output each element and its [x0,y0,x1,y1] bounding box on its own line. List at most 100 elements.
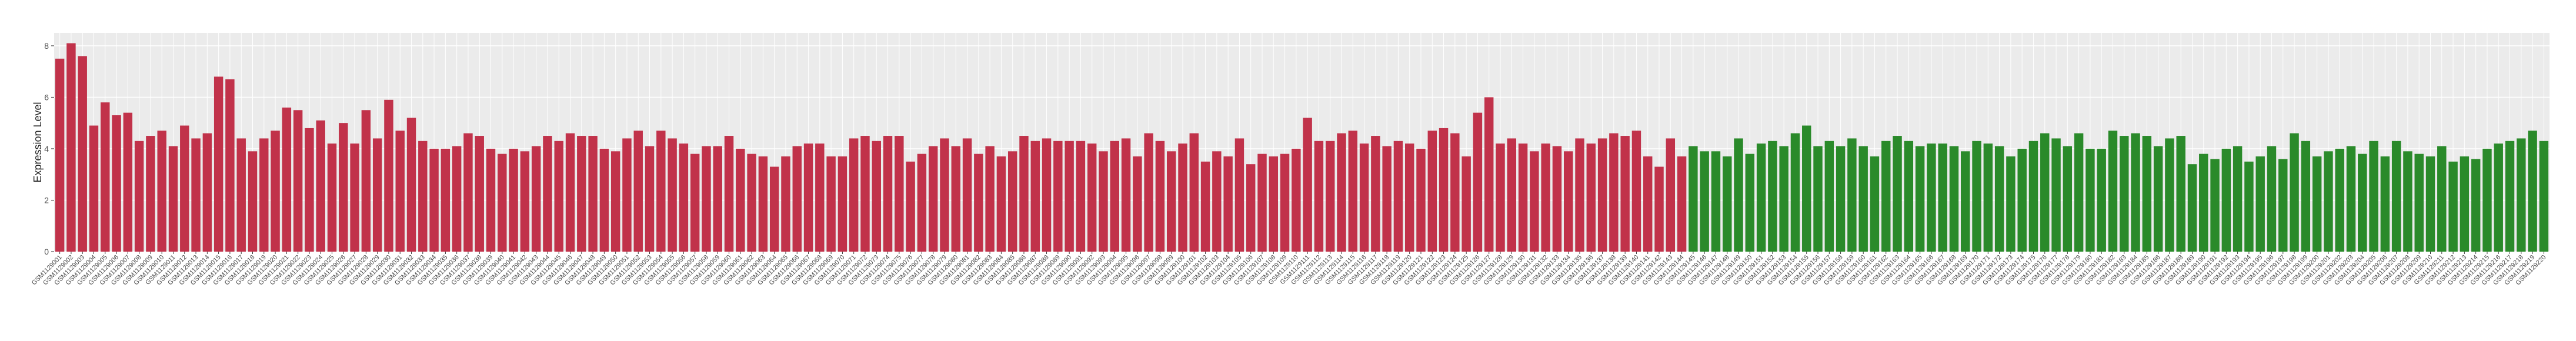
bar [1983,143,1993,252]
bar [168,146,178,252]
bar [1065,141,1074,252]
bar [213,76,223,252]
bar [883,136,893,252]
bar [1620,136,1630,252]
bar [2187,164,2197,252]
bar [531,146,541,252]
bar [1756,143,1766,252]
bar [1564,151,1573,252]
bar [2199,153,2208,252]
bar [1994,146,2004,252]
bar [1779,146,1788,252]
bar [951,146,960,252]
bar [543,136,552,252]
bar [225,79,235,252]
bar [1326,141,1335,252]
bar [1053,141,1063,252]
bar [1200,161,1210,252]
bar [2108,131,2118,252]
bar [1575,138,1584,252]
bar [463,133,473,252]
bar [645,146,655,252]
bar [429,148,439,252]
bar [452,146,462,252]
bar [690,153,700,252]
bar [180,125,189,252]
bar [1484,97,1494,252]
bar [1099,151,1108,252]
bar [282,107,292,252]
bar [2460,156,2470,252]
bar [837,156,847,252]
y-tick-label: 8 [44,41,49,51]
bar [1121,138,1131,252]
bar [554,141,563,252]
bar [656,131,666,252]
bar [940,138,949,252]
bar [1518,143,1528,252]
bar [2255,156,2265,252]
bar [2346,146,2356,252]
bar [134,141,144,252]
bar [985,146,995,252]
bar [2425,156,2435,252]
bar [2086,148,2095,252]
bar [769,166,779,252]
bar [860,136,870,252]
bar [2380,156,2390,252]
bar [2244,161,2254,252]
bar [1246,164,1256,252]
bar [1405,143,1414,252]
bar [1858,146,1868,252]
bar [928,146,938,252]
bar [1507,138,1517,252]
bar [895,136,904,252]
bar [1234,138,1244,252]
bar [1949,146,1959,252]
bar [2312,156,2322,252]
bar [395,131,405,252]
bar [826,156,836,252]
bar [2414,153,2424,252]
bar [2539,141,2549,252]
bar [486,148,496,252]
bar [406,118,416,252]
bar [1881,141,1891,252]
bar [565,133,575,252]
bar [1972,141,1981,252]
bar [974,153,983,252]
bar [2301,141,2311,252]
bar [610,151,620,252]
bar [792,146,802,252]
bar [112,115,121,252]
bar [1166,151,1176,252]
bar [2278,159,2288,252]
bar [2165,138,2174,252]
bar [599,148,609,252]
bar [668,138,677,252]
bar [1427,131,1437,252]
bar [2358,153,2367,252]
bar [1700,151,1709,252]
bar [1631,131,1641,252]
bar [1076,141,1086,252]
bar [747,153,756,252]
bar [713,146,722,252]
bar [1666,138,1676,252]
bar [1371,136,1380,252]
bar [2267,146,2277,252]
bar [372,138,382,252]
bar [327,143,337,252]
y-tick-label: 6 [44,92,49,102]
y-tick-label: 0 [44,247,49,256]
bar [679,143,689,252]
bar [962,138,972,252]
bar [271,131,280,252]
bar [55,58,65,252]
bar [2063,146,2073,252]
bar [202,133,212,252]
bar [1019,136,1029,252]
bar [2517,138,2526,252]
bar [2051,138,2061,252]
